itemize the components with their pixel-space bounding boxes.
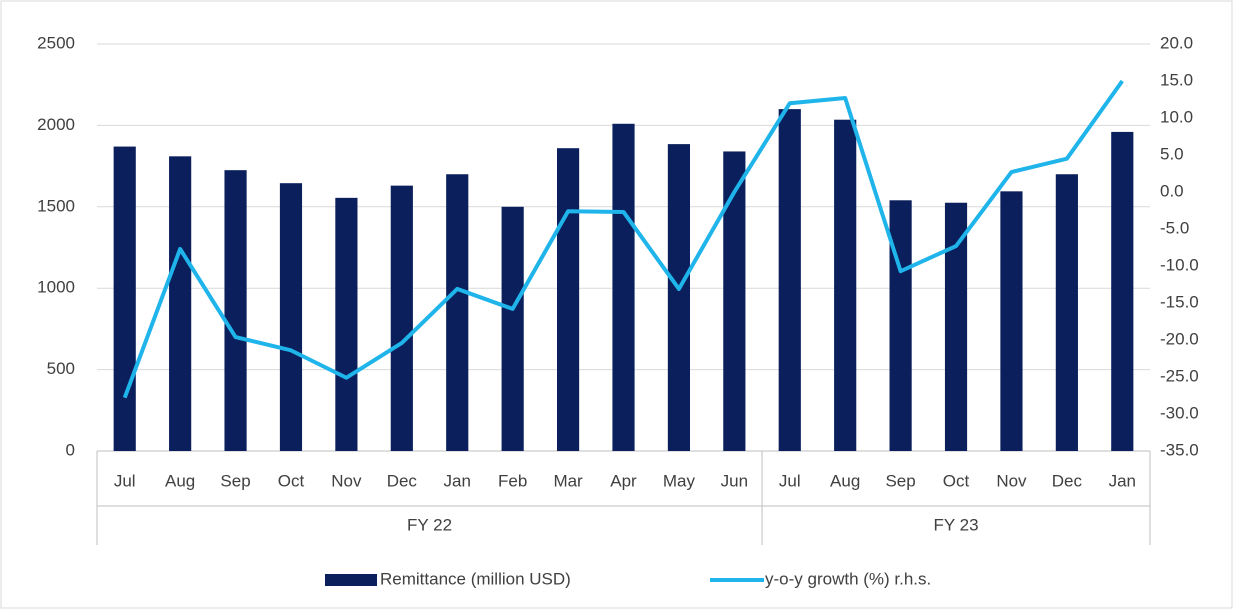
bar — [1111, 131, 1134, 452]
bar — [169, 156, 192, 451]
x-tick-label: May — [663, 471, 696, 490]
bar — [723, 151, 746, 451]
x-tick-label: Sep — [220, 471, 250, 490]
x-tick-label: Mar — [553, 471, 583, 490]
bar — [446, 174, 469, 452]
y-tick-label: 1500 — [37, 196, 75, 215]
legend-label: y-o-y growth (%) r.h.s. — [765, 569, 931, 588]
bar — [224, 170, 247, 452]
legend-label: Remittance (million USD) — [380, 569, 571, 588]
bar — [667, 144, 691, 451]
y2-tick-label: 10.0 — [1160, 107, 1193, 126]
y-tick-label: 1000 — [37, 278, 75, 297]
y-tick-label: 500 — [47, 359, 75, 378]
x-tick-label: Jan — [1109, 471, 1136, 490]
bar — [556, 148, 580, 451]
y2-tick-label: -5.0 — [1160, 218, 1189, 237]
bar — [778, 109, 801, 452]
y2-tick-label: -30.0 — [1160, 403, 1199, 422]
y2-tick-label: 5.0 — [1160, 144, 1184, 163]
y2-tick-label: 0.0 — [1160, 181, 1184, 200]
x-tick-label: Oct — [943, 471, 970, 490]
x-tick-label: Jul — [114, 471, 136, 490]
bar — [335, 197, 358, 451]
y2-tick-label: -20.0 — [1160, 329, 1199, 348]
y-tick-label: 2000 — [37, 115, 75, 134]
y2-tick-label: 20.0 — [1160, 33, 1193, 52]
x-tick-label: Dec — [1052, 471, 1083, 490]
y-tick-label: 0 — [66, 440, 75, 459]
bar — [1000, 191, 1023, 452]
y2-tick-label: 15.0 — [1160, 70, 1193, 89]
y2-tick-label: -25.0 — [1160, 366, 1199, 385]
bar — [889, 200, 912, 451]
bar — [390, 185, 413, 452]
x-tick-label: Aug — [830, 471, 860, 490]
x-tick-label: Dec — [387, 471, 418, 490]
y-tick-label: 2500 — [37, 33, 75, 52]
bar — [834, 119, 857, 452]
x-tick-label: Nov — [331, 471, 362, 490]
x-tick-label: Jun — [721, 471, 748, 490]
bar — [944, 202, 968, 451]
x-tick-label: Feb — [498, 471, 527, 490]
y2-tick-label: -15.0 — [1160, 292, 1199, 311]
x-tick-label: Oct — [278, 471, 305, 490]
x-tick-label: Aug — [165, 471, 195, 490]
x-tick-label: Apr — [610, 471, 637, 490]
group-label: FY 23 — [933, 515, 978, 534]
bar — [113, 146, 136, 451]
line — [122, 79, 1124, 399]
x-tick-label: Sep — [885, 471, 915, 490]
bar — [501, 206, 524, 451]
legend-swatch — [325, 574, 377, 586]
group-label: FY 22 — [407, 515, 452, 534]
y2-tick-label: -10.0 — [1160, 255, 1199, 274]
bar — [1055, 174, 1078, 452]
x-tick-label: Nov — [996, 471, 1027, 490]
bar — [279, 183, 303, 451]
x-tick-label: Jul — [779, 471, 801, 490]
x-tick-label: Jan — [444, 471, 471, 490]
bar — [612, 123, 635, 451]
y2-tick-label: -35.0 — [1160, 440, 1199, 459]
